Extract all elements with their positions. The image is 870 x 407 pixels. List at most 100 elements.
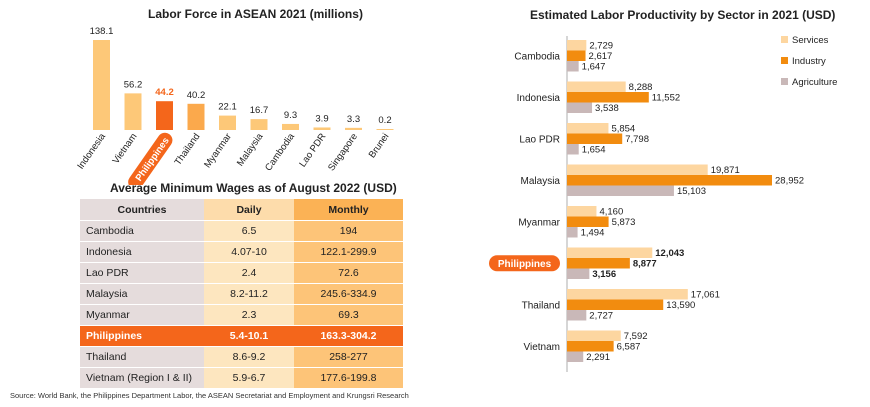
labor-category-label: Vietnam (111, 131, 140, 166)
productivity-value-label: 7,798 (625, 134, 649, 145)
productivity-value-label: 28,952 (775, 176, 804, 187)
productivity-value-label: 5,854 (611, 124, 635, 135)
cell-monthly: 258-277 (294, 346, 403, 368)
productivity-value-label: 15,103 (677, 186, 706, 197)
productivity-bar-industry (567, 50, 586, 61)
labor-category-label: Lao PDR (297, 131, 328, 169)
productivity-bar-services (567, 247, 653, 258)
productivity-value-label: 12,043 (655, 248, 684, 259)
labor-value-label: 22.1 (218, 102, 237, 113)
cell-daily: 2.3 (204, 304, 294, 326)
cell-monthly: 72.6 (294, 262, 403, 284)
labor-category-label: Malaysia (235, 131, 266, 169)
wages-title: Average Minimum Wages as of August 2022 … (110, 181, 397, 195)
cell-country: Cambodia (80, 220, 204, 242)
labor-bar-brunei (376, 129, 394, 130)
productivity-category-label: Myanmar (518, 217, 560, 228)
table-row: Malaysia 8.2-11.2 245.6-334.9 (80, 283, 403, 305)
cell-country: Lao PDR (80, 262, 204, 284)
table-row: Thailand 8.6-9.2 258-277 (80, 346, 403, 368)
productivity-bar-services (567, 206, 597, 217)
labor-bar-singapore (345, 127, 362, 130)
labor-value-label: 3.9 (315, 113, 328, 124)
labor-value-label: 9.3 (284, 110, 297, 121)
productivity-bar-industry (567, 299, 664, 310)
table-row: Indonesia 4.07-10 122.1-299.9 (80, 241, 403, 263)
wages-table: Countries Daily Monthly Cambodia 6.5 194 In… (80, 199, 403, 388)
labor-force-chart: 138.1 Indonesia 56.2 Vietnam 44.2 Philippines… (75, 26, 394, 185)
labor-value-label: 44.2 (155, 87, 174, 98)
labor-bar-indonesia (93, 40, 110, 130)
col-header-daily: Daily (204, 199, 294, 221)
productivity-category-label: Indonesia (517, 93, 561, 104)
productivity-bar-industry (567, 133, 623, 144)
labor-category-label: Philippines (134, 136, 172, 184)
labor-category-label: Singapore (326, 131, 360, 173)
table-row: Cambodia 6.5 194 (80, 220, 403, 242)
productivity-value-label: 17,061 (691, 290, 720, 301)
labor-category-label: Brunei (367, 131, 392, 160)
source-note: Source: World Bank, the Philippines Depa… (10, 391, 409, 400)
productivity-value-label: 7,592 (624, 331, 648, 342)
philippines-badge-bg (128, 132, 173, 185)
labor-bar-cambodia (282, 123, 299, 130)
labor-bar-thailand (187, 103, 205, 130)
cell-daily: 4.07-10 (204, 241, 294, 263)
productivity-value-label: 3,538 (595, 103, 619, 114)
productivity-category-label: Philippines (498, 259, 552, 270)
productivity-value-label: 1,494 (581, 228, 605, 239)
productivity-value-label: 11,552 (652, 93, 680, 104)
productivity-value-label: 19,871 (711, 165, 740, 176)
productivity-bar-agriculture (567, 351, 584, 362)
productivity-bar-agriculture (567, 268, 590, 279)
productivity-bar-services (567, 289, 688, 300)
col-header-countries: Countries (80, 199, 204, 221)
productivity-bar-services (567, 164, 708, 175)
productivity-value-label: 8,877 (633, 259, 657, 270)
cell-daily: 5.9-6.7 (204, 367, 294, 388)
productivity-bar-industry (567, 92, 649, 103)
labor-bar-lao-pdr (313, 127, 331, 130)
productivity-title: Estimated Labor Productivity by Sector i… (530, 8, 836, 22)
cell-daily: 2.4 (204, 262, 294, 284)
wages-header-row: Countries Daily Monthly (80, 199, 403, 221)
labor-category-label: Indonesia (75, 131, 108, 172)
productivity-bar-agriculture (567, 144, 579, 155)
productivity-value-label: 3,156 (592, 269, 616, 280)
labor-category-label: Myanmar (202, 131, 234, 170)
productivity-value-label: 6,587 (617, 342, 641, 353)
cell-country: Indonesia (80, 241, 204, 263)
cell-monthly: 177.6-199.8 (294, 367, 403, 388)
labor-bar-philippines (156, 101, 173, 130)
productivity-value-label: 1,654 (582, 145, 606, 156)
cell-country: Malaysia (80, 283, 204, 305)
legend-label-agriculture: Agriculture (792, 77, 837, 88)
productivity-value-label: 2,729 (589, 41, 613, 52)
cell-daily: 8.6-9.2 (204, 346, 294, 368)
table-row: Myanmar 2.3 69.3 (80, 304, 403, 326)
labor-value-label: 3.3 (347, 114, 360, 125)
cell-country: Philippines (80, 325, 204, 347)
labor-value-label: 138.1 (90, 26, 114, 37)
productivity-bar-services (567, 123, 609, 134)
productivity-category-label: Thailand (522, 300, 560, 311)
cell-country: Thailand (80, 346, 204, 368)
labor-value-label: 16.7 (250, 105, 269, 116)
productivity-value-label: 8,288 (629, 82, 653, 93)
productivity-value-label: 13,590 (666, 300, 695, 311)
cell-country: Myanmar (80, 304, 204, 326)
table-row: Lao PDR 2.4 72.6 (80, 262, 403, 284)
productivity-value-label: 2,291 (586, 352, 610, 363)
productivity-bar-agriculture (567, 185, 674, 196)
legend-swatch-agriculture (781, 78, 788, 85)
legend-label-industry: Industry (792, 56, 826, 67)
cell-monthly: 69.3 (294, 304, 403, 326)
labor-category-label: Thailand (173, 131, 203, 167)
productivity-bar-agriculture (567, 227, 578, 238)
productivity-value-label: 5,873 (612, 217, 636, 228)
productivity-bar-services (567, 330, 621, 341)
labor-bar-vietnam (124, 93, 142, 130)
cell-daily: 8.2-11.2 (204, 283, 294, 305)
legend-swatch-services (781, 36, 788, 43)
